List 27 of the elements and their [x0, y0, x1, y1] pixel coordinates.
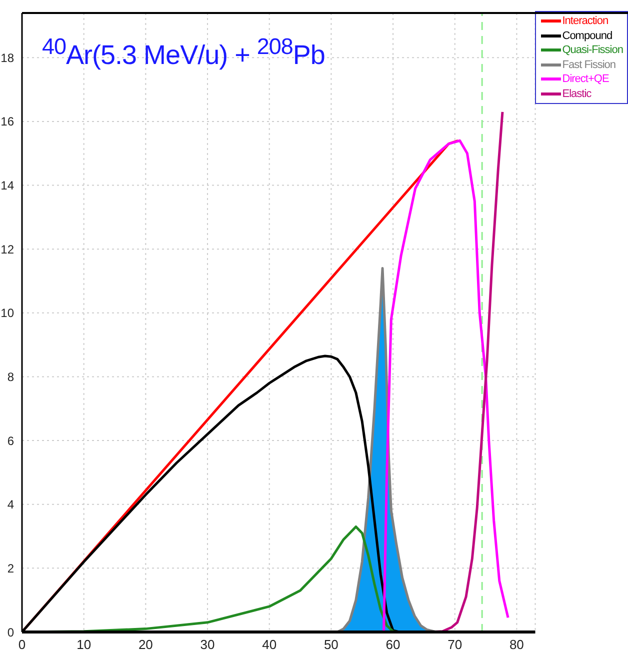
x-tick-label: 60	[386, 637, 400, 652]
line-series	[382, 139, 510, 632]
y-tick-label: 2	[7, 561, 14, 576]
y-tick-label: 0	[7, 625, 14, 640]
legend-label: Elastic	[562, 86, 592, 101]
x-tick-label: 40	[262, 637, 277, 652]
legend-label: Fast Fission	[562, 58, 616, 72]
y-tick-label: 12	[0, 242, 14, 256]
x-tick-label: 30	[200, 637, 215, 652]
text: $^{40}$Ar(5.3 MeV/u) + $^{208}$Pb	[42, 34, 325, 71]
x-tick-label: 70	[448, 637, 462, 652]
x-tick-label: 50	[324, 637, 338, 652]
y-tick-label: 8	[7, 370, 14, 384]
y-tick-label: 18	[0, 50, 14, 65]
legend-label: Direct+QE	[562, 72, 609, 86]
y-tick-label: 6	[7, 434, 14, 448]
legend-label: Interaction	[562, 14, 608, 28]
y-tick-label: 16	[0, 114, 14, 129]
x-tick-label: 10	[76, 637, 92, 652]
y-tick-label: 14	[0, 178, 14, 193]
y-tick-label: 4	[7, 498, 14, 512]
legend-label: Compound	[562, 28, 612, 43]
x-tick-label: 0	[18, 637, 26, 652]
x-tick-label: 20	[138, 637, 153, 652]
y-tick-label: 10	[0, 306, 14, 320]
x-tick-label: 80	[509, 637, 524, 652]
legend-label: Quasi-Fission	[562, 43, 623, 58]
